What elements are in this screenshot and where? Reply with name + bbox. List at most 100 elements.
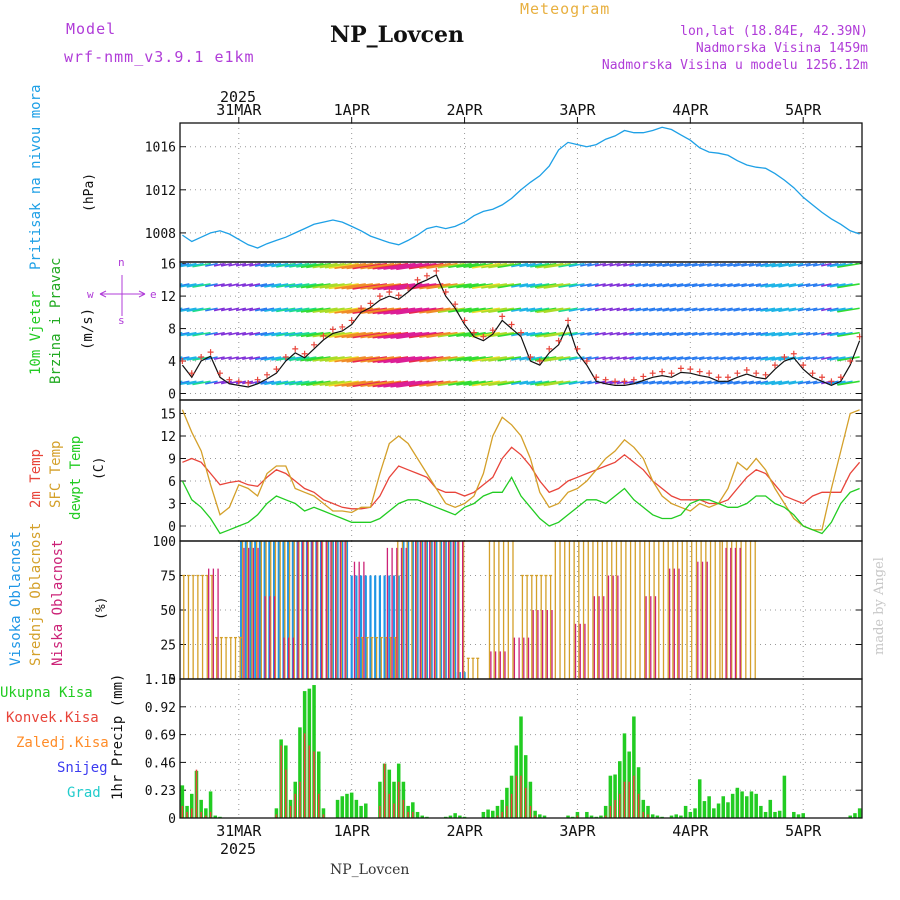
wind-arrow	[254, 307, 268, 312]
y-tick-label: 4	[168, 355, 176, 370]
wind-arrow	[205, 380, 218, 385]
wind-arrow	[727, 307, 740, 312]
wind-arrow	[778, 380, 797, 386]
wind-arrow	[519, 262, 536, 268]
wind-arrow	[534, 262, 557, 268]
dir-compass	[99, 275, 146, 316]
wind-arrow	[180, 283, 190, 287]
wind-arrow	[656, 283, 670, 288]
wind-arrow	[836, 283, 853, 288]
wind-gust-point	[395, 292, 402, 299]
wind-arrow	[448, 283, 472, 289]
cloud-series-1	[182, 540, 757, 679]
wind-arrow	[312, 380, 338, 387]
wind-gust-point	[621, 378, 628, 385]
wind-arrow	[594, 262, 606, 267]
wind-gust-point	[273, 366, 280, 373]
precip-total-bar	[608, 775, 613, 818]
wind-arrow	[220, 283, 232, 287]
wind-arrow	[249, 331, 261, 336]
wind-arrow	[242, 283, 254, 287]
wind-gust-point	[696, 368, 703, 375]
wind-arrow	[186, 380, 204, 386]
wind-arrow	[821, 283, 832, 287]
precip-total-bar	[735, 787, 740, 818]
wind-arrow	[755, 331, 769, 336]
precip-conv-bar	[383, 763, 386, 818]
wind-arrow	[812, 331, 825, 336]
wind-arrow	[741, 283, 754, 288]
wind-gust-point	[329, 326, 336, 333]
top-date-label: 3APR	[559, 101, 596, 119]
wind-arrow	[805, 283, 818, 288]
wind-arrow	[526, 380, 543, 385]
wind-arrow	[829, 331, 846, 337]
precip-total-bar	[387, 769, 392, 818]
wind-arrow	[587, 262, 599, 267]
wind-arrow	[662, 307, 677, 312]
wind-arrow	[720, 262, 733, 267]
wind-arrow	[827, 356, 839, 361]
precip-conv-bar	[289, 805, 292, 818]
wind-arrow	[276, 331, 296, 337]
precip-total-bar	[415, 811, 420, 818]
precip-total-bar	[340, 796, 345, 818]
wind-arrow	[635, 307, 649, 312]
wind-arrow	[684, 283, 698, 288]
cloud-series-2	[208, 541, 741, 679]
wind-arrow	[346, 331, 381, 339]
wind-arrow	[383, 307, 423, 315]
wind-arrow	[714, 356, 726, 361]
wind-arrow	[300, 307, 324, 313]
wind-arrow	[656, 380, 670, 385]
wind-arrow	[324, 356, 352, 362]
wind-arrow	[568, 283, 585, 288]
precip-total-bar	[669, 815, 674, 818]
wind-arrow	[797, 380, 811, 385]
wind-arrow	[616, 283, 627, 287]
wind-gust-point	[311, 341, 318, 348]
wind-arrow	[271, 262, 289, 268]
wind-arrow	[254, 356, 268, 361]
wind-arrow	[300, 283, 324, 289]
wind-gust-point	[536, 358, 543, 365]
bottom-date-label: 4APR	[672, 822, 709, 840]
wind-arrow	[623, 283, 635, 287]
wind-arrow	[180, 283, 197, 288]
wind-arrow	[558, 380, 578, 386]
wind-arrow	[519, 331, 536, 337]
wind-arrow	[771, 331, 790, 337]
precip-conv-bar	[633, 775, 635, 818]
precip-conv-bar	[285, 769, 287, 818]
wind-arrow	[837, 262, 860, 269]
wind-arrow	[228, 356, 239, 361]
wind-gust-point	[847, 358, 854, 365]
wind-arrow	[536, 331, 564, 338]
wind-arrow	[312, 262, 338, 269]
wind-arrow	[284, 262, 303, 268]
wind-gust-point	[226, 376, 233, 383]
y-tick-label: 1012	[145, 184, 176, 199]
wind-gust-point	[668, 370, 675, 377]
precip-conv-bar	[604, 815, 607, 818]
wind-arrow	[396, 331, 437, 340]
wind-arrow	[319, 262, 345, 269]
wind-arrow	[180, 331, 190, 336]
wind-arrow	[511, 356, 529, 361]
wind-arrow	[511, 262, 529, 268]
wind-gust-point	[715, 374, 722, 381]
wind-arrow	[733, 356, 747, 361]
precip-conv-bar	[280, 745, 282, 818]
wind-arrow	[511, 380, 529, 386]
precip-conv-bar	[294, 793, 296, 818]
top-date-label: 5APR	[785, 101, 822, 119]
wind-arrow	[778, 307, 797, 313]
wind-arrow	[669, 307, 684, 312]
precip-total-bar	[533, 810, 537, 818]
wind-gust-point	[461, 317, 468, 324]
precip-conv-bar	[313, 751, 315, 818]
precip-total-bar	[453, 813, 457, 818]
wind-arrow	[558, 307, 578, 313]
precip-conv-bar	[647, 814, 649, 818]
wind-arrow	[360, 356, 395, 363]
